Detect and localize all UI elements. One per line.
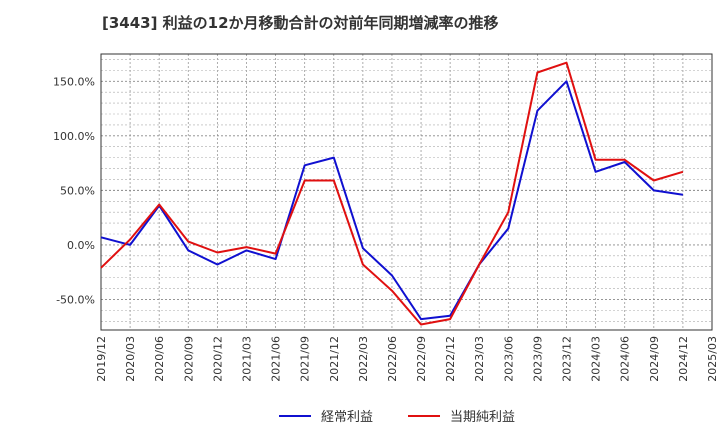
x-tick-label: 2023/12 bbox=[561, 336, 574, 382]
x-tick-label: 2023/09 bbox=[531, 336, 544, 382]
y-tick-label: -50.0% bbox=[56, 293, 95, 306]
series-line-1 bbox=[100, 80, 684, 321]
x-tick-label: 2019/12 bbox=[95, 336, 108, 382]
legend-label-1: 経常利益 bbox=[321, 410, 373, 425]
legend-label-2: 当期純利益 bbox=[450, 410, 515, 425]
x-tick-label: 2023/03 bbox=[473, 336, 486, 382]
y-tick-label: 0.0% bbox=[67, 239, 95, 252]
x-tick-label: 2020/12 bbox=[211, 336, 224, 382]
series-line-2 bbox=[100, 61, 684, 326]
x-tick-label: 2022/06 bbox=[386, 336, 399, 382]
y-tick-label: 100.0% bbox=[53, 130, 95, 143]
x-tick-label: 2020/03 bbox=[124, 336, 137, 382]
x-tick-label: 2022/03 bbox=[357, 336, 370, 382]
x-tick-label: 2024/06 bbox=[619, 336, 632, 382]
x-tick-label: 2024/12 bbox=[677, 336, 690, 382]
x-tick-label: 2021/03 bbox=[240, 336, 253, 382]
y-tick-label: 50.0% bbox=[60, 184, 95, 197]
chart-title: [3443] 利益の12か月移動合計の対前年同期増減率の推移 bbox=[102, 14, 499, 32]
x-tick-label: 2020/09 bbox=[182, 336, 195, 382]
x-tick-label: 2022/12 bbox=[444, 336, 457, 382]
x-tick-label: 2024/03 bbox=[590, 336, 603, 382]
x-tick-label: 2022/09 bbox=[415, 336, 428, 382]
x-tick-label: 2024/09 bbox=[648, 336, 661, 382]
x-tick-label: 2021/06 bbox=[270, 336, 283, 382]
x-tick-label: 2020/06 bbox=[153, 336, 166, 382]
x-tick-label: 2023/06 bbox=[502, 336, 515, 382]
x-tick-label: 2025/03 bbox=[706, 336, 719, 382]
plot-area-border bbox=[100, 53, 713, 331]
x-tick-label: 2021/12 bbox=[328, 336, 341, 382]
x-tick-label: 2021/09 bbox=[299, 336, 312, 382]
y-tick-label: 150.0% bbox=[53, 75, 95, 88]
